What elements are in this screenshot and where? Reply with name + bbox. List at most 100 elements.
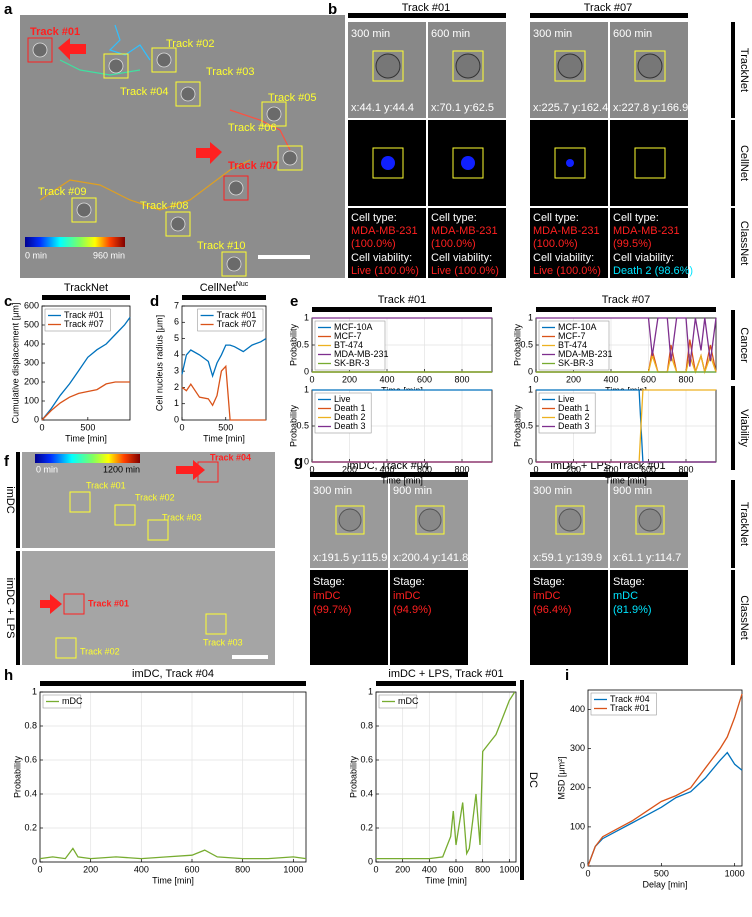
frame-coords: x:200.4 y:141.8	[393, 552, 468, 564]
x-tick-label: 500	[654, 868, 669, 878]
row-bar	[731, 386, 735, 470]
y-tick-label: 0	[304, 366, 309, 376]
y-tick-label: 0.5	[520, 339, 533, 349]
title-bar	[312, 307, 492, 312]
cell	[266, 106, 282, 122]
row-bar	[731, 120, 735, 206]
x-tick-label: 200	[342, 374, 357, 384]
trajectories	[39, 24, 291, 211]
y-axis-label: Probability	[512, 323, 522, 366]
title-bar	[348, 13, 506, 18]
x-tick-label: 0	[37, 864, 42, 874]
cell-type-prob: (100.0%)	[431, 238, 476, 250]
row-label: ClassNet	[738, 595, 750, 640]
x-axis-label: Time [min]	[203, 433, 245, 443]
cell	[108, 58, 124, 74]
plot-frame	[587, 689, 743, 867]
title-bar	[310, 472, 468, 477]
cell	[338, 508, 362, 532]
frame-time: 300 min	[313, 485, 352, 497]
series-line	[536, 317, 717, 367]
frame-time: 900 min	[393, 485, 432, 497]
y-tick-label: 6	[174, 317, 179, 327]
frame-time: 900 min	[613, 485, 652, 497]
y-tick-label: 2	[174, 382, 179, 392]
nucleus	[461, 156, 475, 170]
stage-prob: (81.9%)	[613, 604, 652, 616]
legend-label: Track #01	[217, 310, 257, 320]
legend-label: Track #07	[64, 319, 104, 329]
legend-box	[590, 692, 657, 716]
scale-bar	[232, 655, 268, 659]
viability-label: Cell viability:	[351, 252, 412, 264]
x-tick-label: 800	[454, 464, 469, 474]
x-tick-label: 400	[379, 464, 394, 474]
frame-coords: x:191.5 y:115.9	[313, 552, 387, 564]
arrow	[40, 594, 62, 614]
cell-type: MDA-MB-231	[533, 225, 600, 237]
track-box	[55, 637, 77, 659]
chart-title: imDC, Track #04	[132, 668, 214, 680]
legend-box	[44, 308, 111, 332]
roi-box	[372, 50, 404, 82]
roi-box	[555, 505, 585, 535]
row-label: TrackNet	[738, 502, 750, 546]
x-axis-label: Time [min]	[605, 475, 647, 485]
frame-time: 300 min	[351, 28, 390, 40]
legend-box	[314, 320, 386, 371]
row-label: Cancer	[738, 327, 750, 363]
y-tick-label: 0	[32, 856, 37, 866]
title-bar	[40, 681, 306, 686]
y-tick-label: 1	[304, 384, 309, 394]
frame-time: 600 min	[431, 28, 470, 40]
x-tick-label: 0	[309, 374, 314, 384]
y-axis-label: Cumulative displacement [μm]	[10, 303, 20, 424]
track-label: Track #06	[228, 122, 277, 134]
legend-label: Track #07	[217, 319, 257, 329]
cell	[638, 508, 662, 532]
row-bar	[731, 22, 735, 118]
legend-label: Death 2	[558, 412, 590, 422]
title-text: imDC, Track #04	[132, 668, 214, 680]
x-tick-label: 600	[184, 864, 199, 874]
cell-type-prob: (100.0%)	[533, 238, 578, 250]
track-box	[221, 251, 247, 277]
row-label: imDC	[4, 486, 16, 514]
track-box	[197, 461, 219, 483]
stage: imDC	[313, 590, 341, 602]
y-tick-label: 0.4	[24, 788, 37, 798]
y-axis-label: MSD [μm²]	[556, 756, 566, 799]
roi-box	[372, 147, 404, 179]
cell	[76, 202, 92, 218]
legend-label: mDC	[398, 696, 419, 706]
row-bar	[520, 680, 524, 880]
row-label: ClassNet	[738, 221, 750, 266]
y-tick-label: 0.5	[296, 420, 309, 430]
series-line	[41, 381, 130, 421]
arrow	[196, 142, 222, 164]
title-bar	[530, 472, 688, 477]
y-tick-label: 1	[368, 686, 373, 696]
y-tick-label: 0	[580, 860, 585, 870]
legend-label: MCF-7	[334, 331, 362, 341]
y-axis-label: Probability	[288, 323, 298, 366]
plot-frame	[39, 691, 307, 863]
track-box	[63, 593, 85, 615]
colorbar-label: 1200 min	[103, 464, 140, 474]
y-tick-label: 100	[570, 821, 585, 831]
legend-label: MDA-MB-231	[334, 349, 389, 359]
track-box	[71, 197, 97, 223]
legend-label: MDA-MB-231	[558, 349, 613, 359]
track-box	[175, 81, 201, 107]
x-tick-label: 0	[585, 868, 590, 878]
cell	[32, 42, 48, 58]
y-tick-label: 0	[528, 366, 533, 376]
track-label: Track #08	[140, 200, 189, 212]
series-line	[39, 847, 307, 860]
track-label: Track #03	[206, 66, 255, 78]
nucleus-image	[610, 120, 688, 206]
class-panel	[428, 208, 506, 278]
stage-label: Stage:	[393, 576, 425, 588]
y-tick-label: 0.6	[24, 754, 37, 764]
track-label: Track #10	[197, 240, 246, 252]
